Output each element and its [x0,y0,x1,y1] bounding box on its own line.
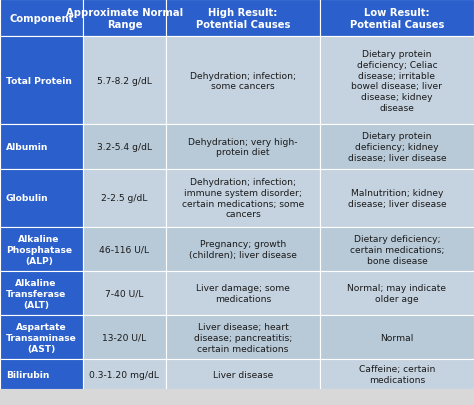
Bar [83,37,166,125]
Bar [0,360,83,389]
Bar [320,169,474,228]
Bar [83,272,166,315]
Text: Dehydration; very high-
protein diet: Dehydration; very high- protein diet [188,137,298,157]
Bar [0,228,83,272]
Text: Dietary protein
deficiency; Celiac
disease; irritable
bowel disease; liver
disea: Dietary protein deficiency; Celiac disea… [352,50,442,113]
Bar [320,228,474,272]
Text: Total Protein: Total Protein [6,77,72,86]
Text: Dietary protein
deficiency; kidney
disease; liver disease: Dietary protein deficiency; kidney disea… [347,132,447,162]
Text: Normal: Normal [380,333,414,342]
Bar [0,169,83,228]
Text: 3.2-5.4 g/dL: 3.2-5.4 g/dL [97,143,152,151]
Bar [166,0,320,37]
Bar [320,0,474,37]
Text: High Result:
Potential Causes: High Result: Potential Causes [196,8,290,30]
Text: Caffeine; certain
medications: Caffeine; certain medications [359,364,435,384]
Text: Approximate Normal
Range: Approximate Normal Range [66,8,183,30]
Text: Dietary deficiency;
certain medications;
bone disease: Dietary deficiency; certain medications;… [350,234,444,265]
Text: 2-2.5 g/dL: 2-2.5 g/dL [101,194,147,203]
Bar [320,37,474,125]
Text: 46-116 U/L: 46-116 U/L [100,245,149,254]
Bar [0,272,83,315]
Bar [166,315,320,360]
Text: Pregnancy; growth
(children); liver disease: Pregnancy; growth (children); liver dise… [189,240,297,260]
Bar [83,228,166,272]
Text: Dehydration; infection;
immune system disorder;
certain medications; some
cancer: Dehydration; infection; immune system di… [182,178,304,219]
Bar [320,360,474,389]
Bar [166,125,320,169]
Bar [83,360,166,389]
Text: 13-20 U/L: 13-20 U/L [102,333,146,342]
Bar [83,125,166,169]
Bar [0,315,83,360]
Text: Alkaline
Transferase
(ALT): Alkaline Transferase (ALT) [6,278,66,309]
Text: Liver disease; heart
disease; pancreatitis;
certain medications: Liver disease; heart disease; pancreatit… [194,322,292,353]
Bar [0,125,83,169]
Text: Normal; may indicate
older age: Normal; may indicate older age [347,284,447,303]
Bar [320,315,474,360]
Text: 5.7-8.2 g/dL: 5.7-8.2 g/dL [97,77,152,86]
Bar [320,125,474,169]
Text: 0.3-1.20 mg/dL: 0.3-1.20 mg/dL [90,370,159,379]
Text: Liver disease: Liver disease [213,370,273,379]
Text: Dehydration; infection;
some cancers: Dehydration; infection; some cancers [190,71,296,91]
Bar [83,315,166,360]
Bar [320,272,474,315]
Bar [83,169,166,228]
Text: Globulin: Globulin [6,194,48,203]
Text: 7-40 U/L: 7-40 U/L [105,289,144,298]
Text: Alkaline
Phosphatase
(ALP): Alkaline Phosphatase (ALP) [6,234,72,265]
Bar [166,272,320,315]
Bar [0,389,474,405]
Text: Low Result:
Potential Causes: Low Result: Potential Causes [350,8,444,30]
Bar [166,228,320,272]
Text: Aspartate
Transaminase
(AST): Aspartate Transaminase (AST) [6,322,77,353]
Bar [166,37,320,125]
Bar [83,0,166,37]
Text: Component: Component [9,14,73,23]
Bar [0,0,83,37]
Bar [166,360,320,389]
Text: Malnutrition; kidney
disease; liver disease: Malnutrition; kidney disease; liver dise… [347,189,447,208]
Bar [0,37,83,125]
Text: Bilirubin: Bilirubin [6,370,49,379]
Bar [166,169,320,228]
Text: Liver damage; some
medications: Liver damage; some medications [196,284,290,303]
Text: Albumin: Albumin [6,143,48,151]
